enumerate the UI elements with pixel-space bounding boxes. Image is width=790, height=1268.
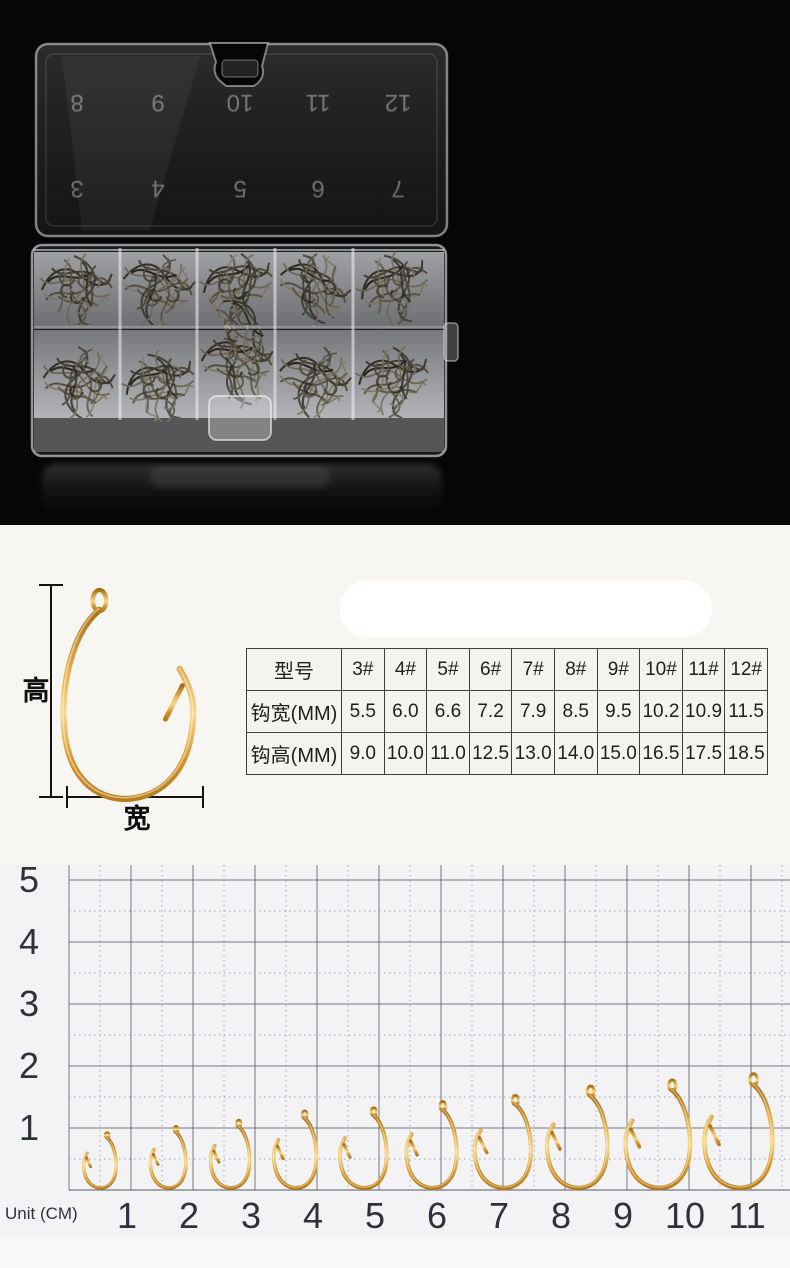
lid-number: 6 <box>311 175 325 202</box>
lid-number: 8 <box>70 89 84 116</box>
lid-number: 4 <box>151 175 165 202</box>
y-axis-tick: 4 <box>18 921 40 962</box>
x-axis-tick: 9 <box>612 1195 634 1236</box>
lid-clasp <box>208 395 272 441</box>
box-reflection <box>42 464 442 522</box>
x-axis-tick: 10 <box>664 1195 706 1236</box>
hook-barb <box>84 1156 93 1169</box>
footer-band <box>0 1237 790 1268</box>
row-label: 钩高(MM) <box>246 732 342 775</box>
x-axis-tick: 6 <box>426 1195 448 1236</box>
x-axis-tick: 11 <box>728 1195 766 1236</box>
product-photo: 8 9 10 11 12 3 4 5 6 7 <box>0 0 790 525</box>
x-axis-tick: 3 <box>240 1195 262 1236</box>
hook-barb <box>550 1131 562 1151</box>
lid-number: 12 <box>384 89 412 116</box>
table-header-cell: 型号 <box>246 648 342 691</box>
tackle-box-lid <box>34 42 449 238</box>
table-row: 型号 3# 4# 5# 6# 7# 8# 9# 10# 11# 12# <box>246 648 768 691</box>
tackle-box-illustration <box>30 42 459 522</box>
x-axis-tick: 8 <box>550 1195 572 1236</box>
hook-eye <box>748 1072 759 1087</box>
lid-number: 5 <box>233 175 247 202</box>
compartment-dividers <box>34 248 444 420</box>
hook-barb <box>151 1153 160 1166</box>
height-label: 高 <box>22 676 50 706</box>
lid-notch <box>208 42 270 87</box>
white-patch <box>340 580 712 638</box>
lid-number: 10 <box>226 89 254 116</box>
hook-barb <box>162 683 185 722</box>
height-dimension-line <box>39 584 63 798</box>
hook-dimension-diagram <box>39 584 204 808</box>
hook-eye <box>667 1078 678 1093</box>
hook-barb <box>629 1127 642 1149</box>
spec-section: 高 宽 型号 3# 4# 5# 6# 7# 8# 9# 10# 11# 12# … <box>0 525 790 865</box>
hook-barb <box>275 1144 285 1161</box>
y-axis-tick: 3 <box>18 983 40 1024</box>
hook-barb <box>477 1136 489 1155</box>
width-label: 宽 <box>123 804 151 834</box>
y-axis-tick: 1 <box>18 1107 40 1148</box>
y-axis-tick: 2 <box>18 1045 40 1086</box>
y-axis-tick: 5 <box>18 859 40 900</box>
hook-eye <box>585 1084 596 1099</box>
hook-barb <box>342 1142 352 1159</box>
spec-table: 型号 3# 4# 5# 6# 7# 8# 9# 10# 11# 12# 钩宽(M… <box>246 648 768 775</box>
hook-barb <box>212 1149 221 1164</box>
size-chart-section: 5 4 3 2 1 Unit (CM) 1 2 3 4 5 6 7 8 9 10… <box>0 859 790 1268</box>
lid-number: 9 <box>151 89 165 116</box>
row-label: 钩宽(MM) <box>246 690 342 733</box>
unit-label: Unit (CM) <box>5 1204 78 1223</box>
table-row: 钩宽(MM) 5.5 6.0 6.6 7.2 7.9 8.5 9.5 10.2 … <box>246 690 768 733</box>
x-axis-tick: 4 <box>302 1195 324 1236</box>
hook-eye <box>438 1100 448 1112</box>
lid-number: 7 <box>391 175 405 202</box>
lid-number: 3 <box>70 175 84 202</box>
x-axis-tick: 7 <box>488 1195 510 1236</box>
hook-eye <box>510 1093 520 1107</box>
hook-eye <box>369 1106 378 1118</box>
x-axis-tick: 1 <box>116 1195 138 1236</box>
hook-eye <box>90 587 109 614</box>
hook-barb <box>408 1139 419 1157</box>
x-axis-tick: 2 <box>178 1195 200 1236</box>
table-row: 钩高(MM) 9.0 10.0 11.0 12.5 13.0 14.0 15.0… <box>246 732 768 775</box>
tackle-box-base <box>30 243 459 458</box>
lid-number: 11 <box>305 89 331 116</box>
cm-grid-with-hooks <box>68 865 790 1191</box>
hook-barb <box>708 1124 721 1147</box>
side-latch <box>443 322 459 362</box>
x-axis-tick: 5 <box>364 1195 386 1236</box>
